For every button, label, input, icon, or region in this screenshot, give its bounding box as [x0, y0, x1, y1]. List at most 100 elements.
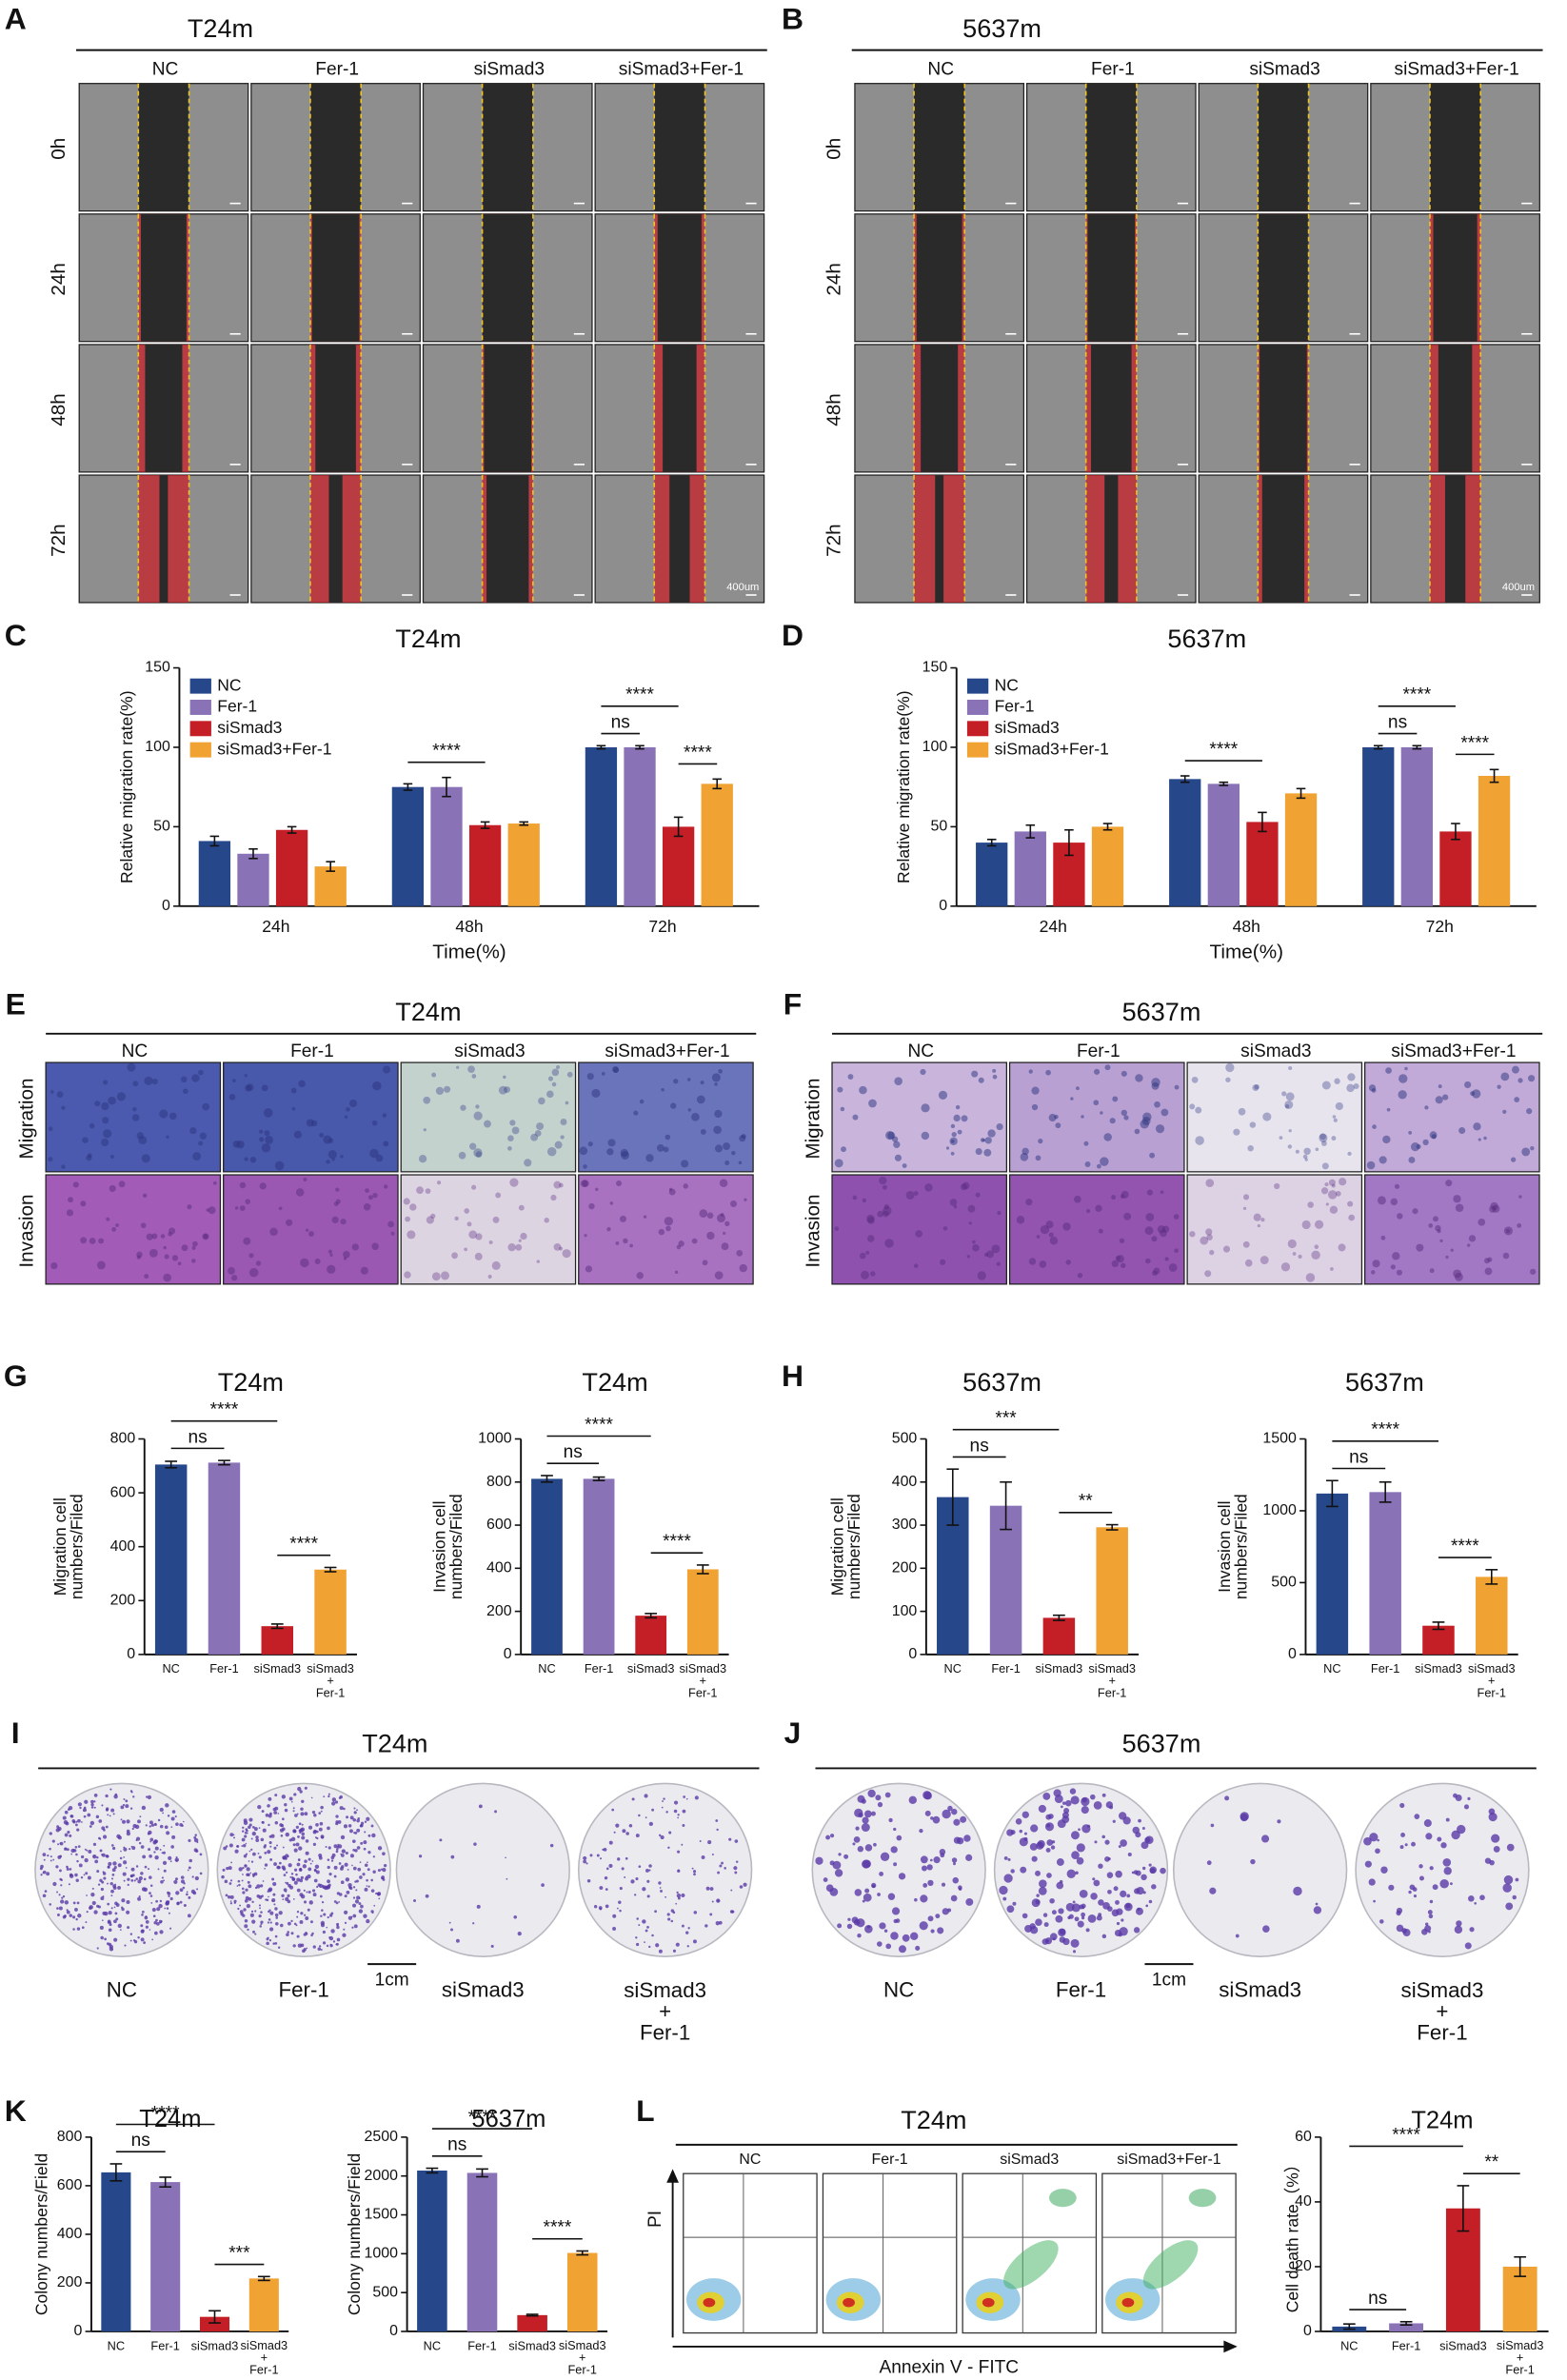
y-axis-label: Colony numbers/Field — [345, 2153, 364, 2315]
colony — [1031, 1855, 1038, 1862]
colony — [225, 1845, 228, 1848]
colony — [194, 1875, 199, 1881]
cell-texture — [1321, 1162, 1329, 1170]
cell-texture — [1164, 1257, 1169, 1261]
colony — [646, 1926, 649, 1929]
colony — [692, 1939, 697, 1944]
legend-label: NC — [995, 675, 1019, 694]
y-tick-label: 600 — [486, 1517, 512, 1533]
colony — [169, 1927, 172, 1930]
column-label: NC — [122, 1041, 149, 1061]
cell-texture — [1070, 1097, 1074, 1101]
cell-texture — [1471, 1089, 1481, 1099]
x-tick-label: siSmad3 — [1415, 1661, 1462, 1676]
cell-texture — [1487, 1257, 1493, 1262]
colony — [246, 1867, 250, 1872]
colony — [352, 1849, 355, 1852]
cell-texture — [430, 1213, 436, 1220]
colony — [635, 1936, 638, 1939]
colony — [367, 1851, 371, 1854]
cell-texture — [1249, 1121, 1257, 1128]
colony — [366, 1885, 368, 1887]
colony — [930, 1929, 935, 1934]
colony — [328, 1873, 332, 1876]
colony — [153, 1851, 156, 1854]
colony — [126, 1899, 130, 1905]
cell-texture — [867, 1235, 875, 1242]
cell-texture — [1140, 1120, 1149, 1129]
colony — [729, 1910, 734, 1914]
colony — [319, 1821, 324, 1826]
colony — [56, 1907, 59, 1910]
dish-label: NC — [107, 1978, 137, 2002]
bar — [583, 1478, 615, 1655]
y-tick-label: 50 — [930, 819, 947, 835]
cell-texture — [369, 1148, 379, 1159]
colony — [117, 1923, 122, 1929]
colony — [583, 1859, 587, 1864]
colony — [605, 1867, 609, 1871]
y-tick-label: 100 — [892, 1603, 918, 1619]
colony — [331, 1853, 336, 1857]
colony — [347, 1915, 352, 1920]
colony — [296, 1911, 300, 1914]
colony — [266, 1941, 269, 1946]
colony — [112, 1813, 115, 1815]
cell-texture — [418, 1155, 427, 1163]
colony — [175, 1859, 178, 1862]
colony — [296, 1934, 300, 1938]
wound-gap — [140, 213, 187, 342]
bar — [1439, 831, 1472, 906]
colony — [284, 1808, 288, 1813]
colony — [149, 1820, 153, 1825]
colony — [1418, 1864, 1423, 1869]
colony — [182, 1886, 186, 1890]
colony — [619, 1886, 623, 1891]
colony — [345, 1851, 348, 1855]
colony — [105, 1794, 109, 1798]
colony — [70, 1853, 72, 1855]
colony — [655, 1943, 660, 1948]
colony — [113, 1937, 118, 1942]
colony — [645, 1929, 648, 1933]
colony — [664, 1895, 667, 1898]
cell-texture — [1396, 1269, 1402, 1276]
colony — [256, 1894, 260, 1898]
colony — [282, 1817, 285, 1821]
colony — [181, 1824, 184, 1827]
colony — [303, 1933, 307, 1936]
colony — [877, 1801, 883, 1808]
cell-texture — [48, 1126, 53, 1132]
colony — [1106, 1872, 1114, 1878]
cell-texture — [1392, 1252, 1400, 1260]
colony — [224, 1879, 228, 1884]
colony — [1015, 1817, 1022, 1825]
colony — [413, 1898, 417, 1902]
cell-texture — [664, 1217, 674, 1226]
cell-texture — [163, 1245, 167, 1250]
cell-texture — [363, 1203, 371, 1211]
wound-gap — [311, 213, 360, 342]
cell-texture — [1514, 1097, 1520, 1102]
significance-label: ns — [564, 1442, 583, 1462]
colony — [862, 1899, 865, 1903]
colony — [299, 1867, 303, 1871]
colony — [598, 1906, 603, 1910]
colony — [864, 1810, 872, 1818]
colony — [186, 1891, 188, 1894]
row-label: Invasion — [802, 1194, 823, 1267]
colony — [1075, 1871, 1079, 1875]
colony — [343, 1910, 348, 1915]
colony — [239, 1904, 242, 1907]
colony — [226, 1867, 229, 1871]
cell-texture — [975, 1147, 982, 1156]
cell-texture — [550, 1194, 557, 1201]
colony — [76, 1859, 79, 1863]
cell-texture — [643, 1215, 647, 1219]
colony — [681, 1893, 685, 1898]
colony — [914, 1897, 918, 1902]
colony — [147, 1795, 152, 1800]
colony — [73, 1849, 77, 1853]
colony — [320, 1805, 324, 1810]
colony — [58, 1894, 61, 1896]
